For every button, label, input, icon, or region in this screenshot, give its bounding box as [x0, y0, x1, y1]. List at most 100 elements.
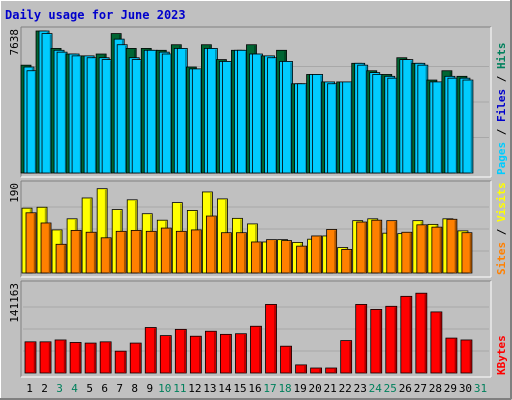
- x-label-day-15: 15: [233, 382, 246, 395]
- y-max-label: 190: [8, 183, 21, 203]
- bar-kbytes-day-7: [114, 350, 127, 374]
- panel-legend: Sites / Visits: [495, 182, 508, 275]
- x-label-day-14: 14: [218, 382, 232, 395]
- bar-sites-day-7: [115, 230, 127, 274]
- bar-sites-day-19: [296, 245, 307, 274]
- bar-kbytes-day-27: [415, 292, 428, 374]
- x-label-day-27: 27: [414, 382, 427, 395]
- bar-kbytes-day-17: [265, 304, 277, 374]
- legend-pages: Pages: [495, 142, 508, 175]
- bar-kbytes-day-21: [325, 367, 338, 374]
- panel-visits-sites: 190 Sites / Visits: [8, 180, 508, 278]
- bar-kbytes-day-18: [280, 345, 292, 374]
- x-label-day-13: 13: [203, 382, 216, 395]
- bar-sites-day-26: [401, 231, 413, 274]
- x-label-day-12: 12: [188, 382, 201, 395]
- chart-title: Daily usage for June 2023: [5, 8, 186, 22]
- bar-sites-day-29: [446, 218, 458, 274]
- bar-sites-day-18: [281, 240, 292, 274]
- bar-kbytes-day-10: [159, 335, 172, 374]
- bar-kbytes-day-15: [235, 333, 247, 374]
- x-label-day-26: 26: [399, 382, 412, 395]
- bar-sites-day-17: [266, 239, 277, 274]
- legend-files: Files: [495, 89, 508, 122]
- bar-kbytes-day-16: [250, 325, 262, 374]
- legend-separator: /: [495, 122, 508, 142]
- x-label-day-28: 28: [429, 382, 442, 395]
- bar-kbytes-day-5: [84, 342, 97, 374]
- bar-kbytes-day-6: [99, 341, 112, 374]
- bar-sites-day-15: [236, 232, 247, 274]
- bar-sites-day-2: [40, 222, 52, 274]
- x-label-day-22: 22: [339, 382, 352, 395]
- x-label-day-24: 24: [369, 382, 383, 395]
- x-label-day-7: 7: [116, 382, 123, 395]
- bar-kbytes-day-12: [189, 335, 202, 374]
- bar-sites-day-1: [25, 212, 37, 274]
- bar-kbytes-day-8: [129, 342, 142, 374]
- bar-kbytes-day-14: [220, 333, 232, 374]
- panel-kbytes: 141163 KBytes: [8, 280, 508, 378]
- x-label-day-10: 10: [158, 382, 171, 395]
- bar-sites-day-8: [130, 229, 142, 274]
- bar-sites-day-22: [341, 248, 353, 274]
- bar-sites-day-28: [431, 226, 443, 274]
- y-max-label: 7638: [8, 29, 21, 56]
- bar-pages-day-30: [462, 79, 474, 174]
- bar-kbytes-day-19: [295, 364, 307, 374]
- bar-sites-day-24: [371, 219, 383, 274]
- x-label-day-16: 16: [248, 382, 261, 395]
- bar-sites-day-27: [416, 224, 428, 274]
- x-label-day-3: 3: [56, 382, 63, 395]
- bar-kbytes-day-30: [460, 339, 473, 374]
- bar-kbytes-day-28: [430, 311, 443, 374]
- x-label-day-18: 18: [278, 382, 291, 395]
- x-label-day-31: 31: [474, 382, 487, 395]
- x-label-day-25: 25: [384, 382, 397, 395]
- x-label-day-9: 9: [146, 382, 153, 395]
- bar-sites-day-10: [160, 227, 172, 274]
- x-label-day-5: 5: [86, 382, 93, 395]
- x-label-day-29: 29: [444, 382, 457, 395]
- legend-kbytes: KBytes: [495, 335, 508, 375]
- legend-separator: /: [495, 69, 508, 89]
- bar-sites-day-9: [145, 230, 157, 274]
- bar-kbytes-day-2: [39, 341, 52, 374]
- x-label-day-4: 4: [71, 382, 78, 395]
- bar-sites-day-30: [461, 232, 473, 274]
- x-label-day-19: 19: [293, 382, 306, 395]
- bar-kbytes-day-26: [400, 295, 413, 374]
- bar-kbytes-day-11: [174, 328, 187, 374]
- y-max-label: 141163: [8, 283, 21, 323]
- bar-sites-day-12: [190, 229, 202, 274]
- bar-sites-day-5: [85, 231, 97, 274]
- bar-kbytes-day-29: [445, 337, 458, 374]
- x-label-day-1: 1: [26, 382, 33, 395]
- bar-sites-day-25: [386, 220, 398, 274]
- x-label-day-8: 8: [131, 382, 138, 395]
- bar-sites-day-13: [205, 215, 217, 274]
- x-label-day-17: 17: [263, 382, 276, 395]
- x-label-day-2: 2: [41, 382, 48, 395]
- bar-sites-day-3: [55, 243, 67, 274]
- bar-kbytes-day-1: [24, 341, 37, 374]
- bar-sites-day-20: [311, 235, 323, 274]
- bar-sites-day-16: [251, 241, 262, 274]
- bar-kbytes-day-3: [54, 339, 67, 374]
- legend-separator: /: [495, 222, 508, 242]
- bar-kbytes-day-20: [310, 367, 323, 374]
- legend-visits: Visits: [495, 182, 508, 222]
- x-label-day-21: 21: [324, 382, 337, 395]
- bar-sites-day-6: [100, 237, 112, 274]
- panel-legend: Pages / Files / Hits: [495, 43, 508, 176]
- bar-sites-day-23: [356, 221, 368, 274]
- bar-kbytes-day-4: [69, 342, 82, 374]
- x-axis-day-labels: 1 2 3 4 5 6 7 8 9 10 11 12 13 14 15 16 17 18 19 20 21 22 23 24 2…: [26, 382, 487, 395]
- bar-kbytes-day-24: [370, 309, 383, 374]
- x-label-day-6: 6: [101, 382, 108, 395]
- bar-kbytes-day-22: [340, 340, 353, 374]
- bar-kbytes-day-9: [144, 327, 157, 374]
- bar-kbytes-day-23: [355, 304, 368, 374]
